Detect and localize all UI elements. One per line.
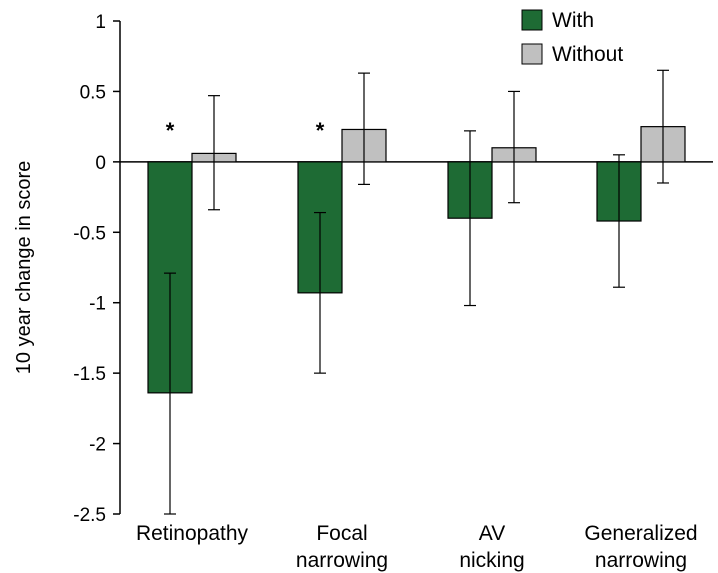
legend-label-with: With (552, 9, 594, 32)
legend-swatch-without (521, 43, 543, 65)
y-tick-label: -2 (89, 435, 106, 456)
y-tick-label: -1.5 (73, 364, 106, 385)
category-label: Retinopathy (136, 522, 249, 545)
category-label: narrowing (296, 549, 388, 572)
annotations: * * (166, 118, 325, 143)
category-label: narrowing (595, 549, 687, 572)
significance-asterisk: * (316, 118, 325, 143)
legend-label-without: Without (552, 43, 623, 66)
legend: With Without (521, 9, 623, 66)
category-label: Focal (316, 522, 367, 545)
category-label: Generalized (584, 522, 697, 545)
error-bars (164, 69, 669, 515)
y-tick-label: -1 (89, 294, 106, 315)
category-label: AV (479, 522, 505, 545)
y-tick-label: -2.5 (73, 505, 106, 526)
y-tick-label: -0.5 (73, 223, 106, 244)
y-tick-label: 0.5 (80, 82, 106, 103)
significance-asterisk: * (166, 118, 175, 143)
y-axis-title: 10 year change in score (13, 161, 35, 374)
category-labels: Retinopathy Focal narrowing AV nicking Genera… (136, 522, 698, 572)
y-tick-label: 0 (95, 153, 106, 174)
y-tick-label: 1 (95, 12, 106, 33)
bars (147, 126, 686, 394)
category-label: nicking (459, 549, 524, 572)
legend-swatch-with (521, 9, 543, 31)
